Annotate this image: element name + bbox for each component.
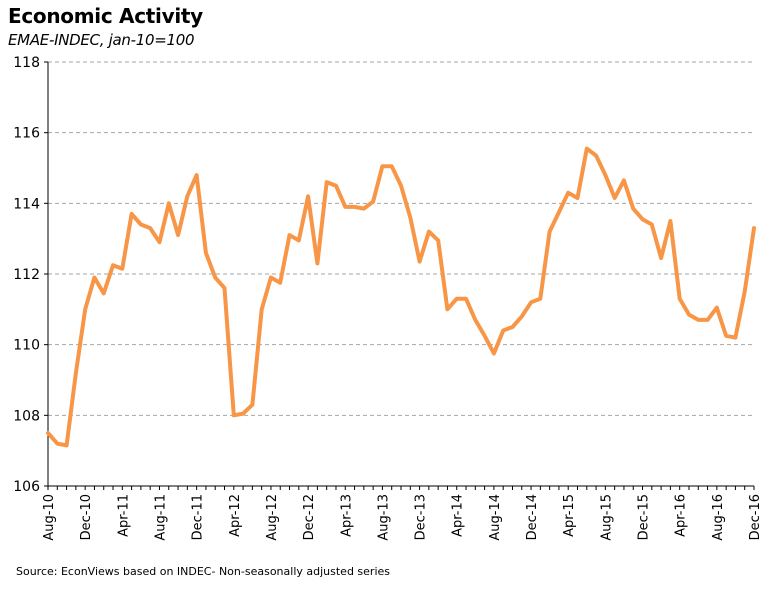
axes: [44, 61, 755, 490]
x-tick-label-Dec-10: Dec-10: [79, 494, 94, 540]
x-tick-label-Apr-16: Apr-16: [674, 494, 689, 537]
y-tick-label-114: 114: [13, 196, 40, 212]
series-line-0: [46, 146, 756, 448]
x-tick-label-Aug-16: Aug-16: [711, 494, 726, 541]
x-tick-label-Apr-13: Apr-13: [339, 494, 354, 537]
x-tick-label-Dec-12: Dec-12: [302, 494, 317, 540]
source-note: Source: EconViews based on INDEC- Non-se…: [16, 565, 390, 578]
x-tick-label-Apr-15: Apr-15: [562, 494, 577, 537]
series-layer: [46, 146, 756, 448]
x-tick-label-Dec-15: Dec-15: [637, 494, 652, 540]
x-tick-label-Aug-15: Aug-15: [599, 494, 614, 541]
y-tick-label-116: 116: [13, 126, 40, 142]
y-tick-label-112: 112: [13, 267, 40, 283]
x-tick-label-Apr-12: Apr-12: [228, 494, 243, 537]
y-tick-label-106: 106: [13, 479, 40, 495]
x-tick-label-Apr-14: Apr-14: [451, 494, 466, 537]
chart-subtitle: EMAE-INDEC, jan-10=100: [8, 31, 195, 49]
x-tick-label-Aug-13: Aug-13: [376, 494, 391, 541]
x-tick-label-Dec-13: Dec-13: [414, 494, 429, 540]
y-tick-label-110: 110: [13, 338, 40, 354]
y-tick-label-108: 108: [13, 408, 40, 424]
y-tick-labels: 106 108 110 112 114 116 118: [13, 55, 40, 495]
x-tick-label-Aug-11: Aug-11: [153, 494, 168, 541]
x-tick-labels: Aug-10 Dec-10 Apr-11 Aug-11 Dec-11 Apr-12 Aug-…: [42, 494, 763, 541]
x-tick-label-Aug-12: Aug-12: [265, 494, 280, 541]
x-tick-label-Dec-16: Dec-16: [748, 494, 763, 540]
x-tick-label-Dec-14: Dec-14: [525, 494, 540, 540]
y-tick-label-118: 118: [13, 55, 40, 71]
x-tick-label-Aug-10: Aug-10: [42, 494, 57, 541]
gridlines: [48, 61, 754, 416]
chart-title: Economic Activity: [8, 4, 203, 28]
x-tick-label-Dec-11: Dec-11: [191, 494, 206, 540]
x-tick-label-Aug-14: Aug-14: [488, 494, 503, 541]
x-tick-label-Apr-11: Apr-11: [116, 494, 131, 537]
